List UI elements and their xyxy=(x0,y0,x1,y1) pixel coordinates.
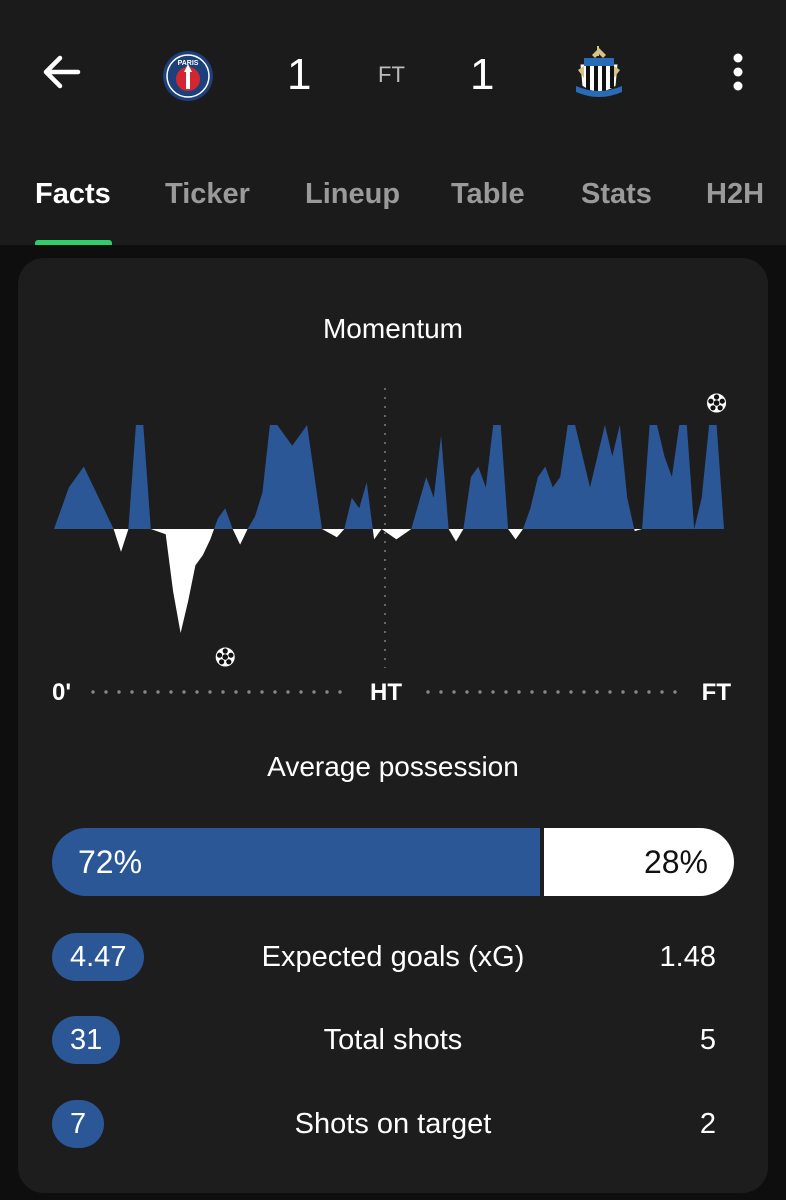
tab-h2h[interactable]: H2H xyxy=(706,178,765,210)
momentum-away-area xyxy=(54,529,724,633)
stat-home-value: 7 xyxy=(52,1100,105,1148)
tab-stats[interactable]: Stats xyxy=(581,178,652,210)
tab-lineup[interactable]: Lineup xyxy=(305,178,401,210)
possession-away-value: 28% xyxy=(643,844,708,880)
stat-away-value: 1.48 xyxy=(659,941,716,973)
active-tab-indicator xyxy=(35,240,112,245)
stat-home-value: 31 xyxy=(52,1016,121,1064)
match-status: FT xyxy=(378,62,405,87)
timeline-dots xyxy=(91,690,677,694)
momentum-home-area xyxy=(54,425,724,529)
match-tabs: Facts Ticker Lineup Table Stats H2H xyxy=(0,170,786,220)
stat-away-value: 5 xyxy=(699,1024,716,1056)
home-goal-football-icon xyxy=(706,392,728,414)
stat-label: Expected goals (xG) xyxy=(261,941,525,973)
stat-label: Shots on target xyxy=(294,1108,492,1140)
axis-end-label: FT xyxy=(702,679,732,706)
away-score: 1 xyxy=(470,50,495,99)
possession-home-segment: 72% xyxy=(52,828,540,896)
tab-table[interactable]: Table xyxy=(451,178,525,210)
stat-away-value: 2 xyxy=(699,1108,716,1140)
tab-ticker[interactable]: Ticker xyxy=(165,178,250,210)
match-header: PARIS 1 FT 1 Facts Ticker Lineup Table S… xyxy=(0,0,786,245)
stat-label: Total shots xyxy=(323,1024,463,1056)
stat-row-xg[interactable]: 4.47 Expected goals (xG) 1.48 xyxy=(0,933,786,983)
back-arrow-icon[interactable] xyxy=(38,48,86,96)
home-score: 1 xyxy=(287,50,312,99)
home-team-crest-icon[interactable]: PARIS xyxy=(162,50,214,102)
stat-home-value: 4.47 xyxy=(52,933,145,981)
axis-start-label: 0' xyxy=(52,679,71,706)
possession-title: Average possession xyxy=(267,751,519,782)
axis-half-label: HT xyxy=(370,679,402,706)
away-team-crest-icon[interactable] xyxy=(572,46,626,104)
possession-away-segment: 28% xyxy=(544,828,734,896)
momentum-chart: 0' HT FT xyxy=(52,388,732,706)
home-crest-text: PARIS xyxy=(178,60,199,67)
possession-bar: 72% 28% xyxy=(52,828,734,896)
facts-card xyxy=(18,258,768,1193)
momentum-title: Momentum xyxy=(322,313,464,344)
possession-home-value: 72% xyxy=(78,844,143,880)
stat-row-total-shots[interactable]: 31 Total shots 5 xyxy=(0,1016,786,1066)
away-goal-football-icon xyxy=(214,646,236,668)
more-vertical-icon[interactable] xyxy=(722,50,754,94)
stat-row-shots-on-target[interactable]: 7 Shots on target 2 xyxy=(0,1100,786,1150)
tab-facts[interactable]: Facts xyxy=(35,178,111,210)
